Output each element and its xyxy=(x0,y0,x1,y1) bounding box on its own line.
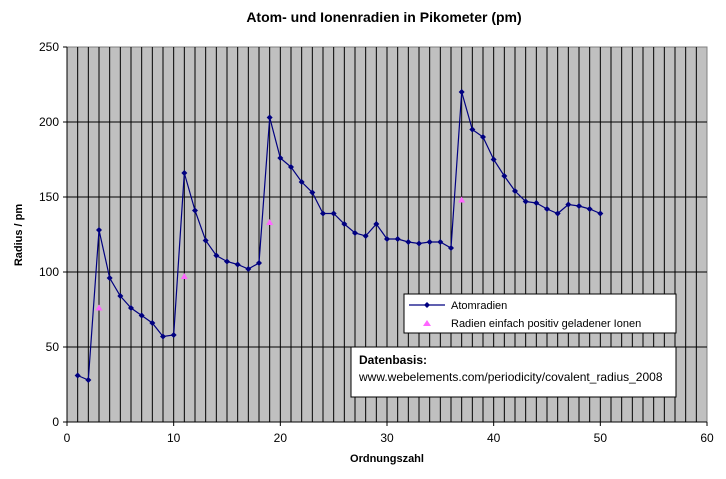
atomradius-point xyxy=(490,156,497,163)
source-note: Datenbasis: www.webelements.com/periodic… xyxy=(350,346,677,398)
ion-radius-point xyxy=(458,196,466,203)
atomradius-point xyxy=(437,239,444,245)
atomradius-point xyxy=(586,206,593,212)
x-tick-label: 20 xyxy=(274,431,288,445)
atomradius-point xyxy=(74,372,81,379)
atomradius-point xyxy=(320,210,326,217)
atomradius-point xyxy=(384,236,390,242)
y-tick-label: 150 xyxy=(39,190,59,204)
legend-label-atomradien: Atomradien xyxy=(451,300,507,312)
atomradius-point xyxy=(426,239,433,245)
atomradius-point xyxy=(448,245,454,251)
x-tick-label: 0 xyxy=(64,431,71,445)
legend: Atomradien Radien einfach positiv gelade… xyxy=(403,293,677,334)
ion-radius-point xyxy=(266,219,274,225)
legend-marker-atomradien xyxy=(424,302,430,308)
source-note-title: Datenbasis: xyxy=(359,353,427,367)
atomradius-point xyxy=(480,134,486,140)
x-tick-label: 40 xyxy=(487,431,501,445)
atomradius-point xyxy=(362,233,369,239)
atomradius-point xyxy=(373,221,380,227)
atomradius-point xyxy=(576,203,582,209)
axes xyxy=(63,46,708,426)
ion-radius-point xyxy=(95,304,103,311)
y-axis-title: Radius / pm xyxy=(13,204,25,267)
atomradius-point xyxy=(469,126,476,133)
atomradius-point xyxy=(522,198,529,205)
atomradius-point xyxy=(213,252,220,259)
atomradius-point xyxy=(341,221,348,227)
atomradius-point xyxy=(298,179,305,185)
y-tick-label: 50 xyxy=(46,340,60,354)
atomradius-point xyxy=(85,377,92,383)
atomradius-point xyxy=(256,260,262,266)
atomradius-point xyxy=(565,201,572,208)
legend-box xyxy=(403,293,677,334)
atomradius-point xyxy=(597,210,604,217)
atomradius-point xyxy=(128,305,134,311)
atomradius-point xyxy=(544,206,550,212)
atomradius-point xyxy=(416,240,422,247)
atomradius-point xyxy=(512,188,518,194)
atomradius-point xyxy=(138,312,145,319)
y-tick-label: 250 xyxy=(39,40,59,54)
y-tick-label: 0 xyxy=(52,415,59,429)
atomradius-point xyxy=(394,236,401,242)
atomradius-point xyxy=(266,114,273,121)
atomradius-point xyxy=(330,210,337,217)
source-note-url: www.webelements.com/periodicity/covalent… xyxy=(358,370,663,384)
ion-radius-point xyxy=(180,273,188,279)
x-tick-label: 60 xyxy=(700,431,714,445)
legend-marker-ionen xyxy=(423,320,431,326)
source-note-box xyxy=(350,346,677,398)
atomradius-point xyxy=(192,207,198,214)
atomradius-point xyxy=(245,266,252,272)
x-axis-title: Ordnungszahl xyxy=(350,453,424,465)
atomradius-point xyxy=(288,164,294,170)
atomradius-point xyxy=(106,275,113,281)
atomradius-point xyxy=(309,189,316,196)
atomradius-point xyxy=(554,210,561,217)
atomradius-point xyxy=(352,230,358,236)
atomradius-point xyxy=(405,239,412,245)
atomradius-point xyxy=(117,293,124,299)
y-tick-label: 100 xyxy=(39,265,59,279)
x-tick-label: 50 xyxy=(594,431,608,445)
atomradius-point xyxy=(160,333,166,340)
x-tick-label: 10 xyxy=(167,431,181,445)
atomradius-point xyxy=(277,155,284,161)
y-tick-label: 200 xyxy=(39,115,59,129)
atomradius-point xyxy=(234,261,241,268)
legend-label-ionen: Radien einfach positiv geladener Ionen xyxy=(451,318,641,330)
atomradius-point xyxy=(170,332,177,338)
atomradius-point xyxy=(458,89,465,95)
atomradius-point xyxy=(202,237,209,244)
tick-labels: 0 50 100 150 200 250 0 10 20 30 40 50 60 xyxy=(39,40,714,445)
atomradius-point xyxy=(501,173,508,179)
atomradius-point xyxy=(224,258,230,265)
atomradius-point xyxy=(533,200,540,206)
atomradius-point xyxy=(181,170,188,176)
chart-title: Atom- und Ionenradien in Pikometer (pm) xyxy=(246,9,521,25)
data-points xyxy=(74,89,604,383)
x-tick-label: 30 xyxy=(380,431,394,445)
atomradius-point xyxy=(149,320,156,326)
atomradius-point xyxy=(96,227,102,233)
